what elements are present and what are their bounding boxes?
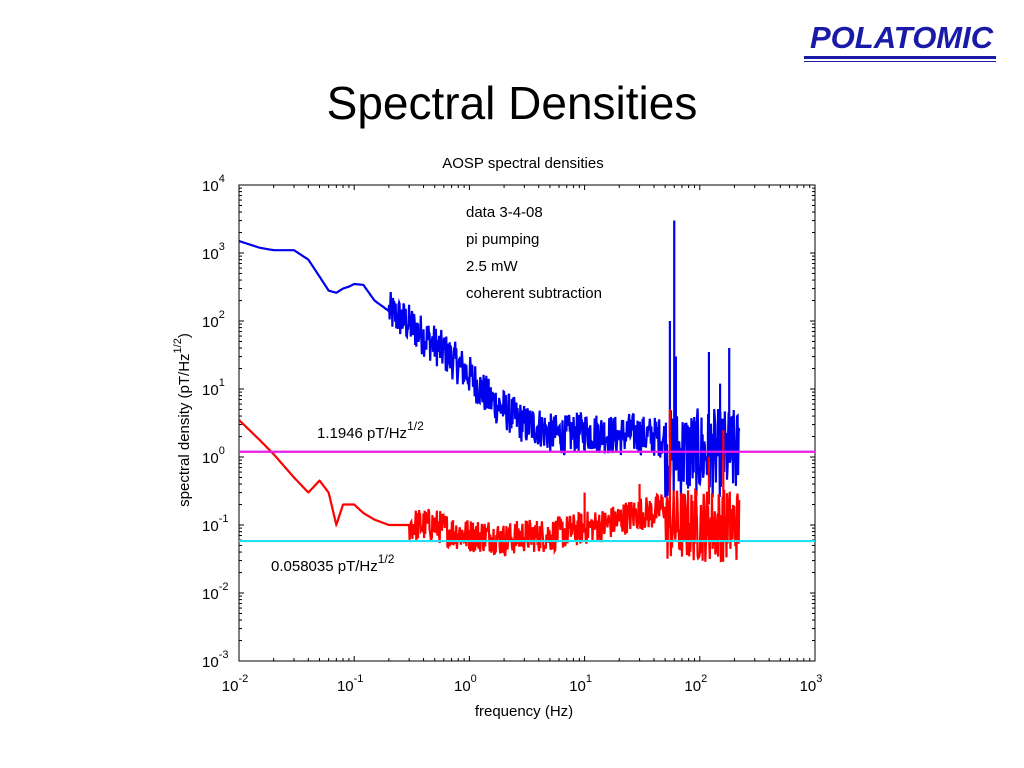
magenta-line-label-sup: 1/2 (407, 419, 424, 433)
x-tick-label: 101 (569, 673, 592, 695)
x-tick-label: 103 (800, 673, 823, 695)
series-layer (239, 220, 741, 563)
x-tick-label: 100 (454, 673, 477, 695)
annotation-power: 2.5 mW (466, 258, 519, 275)
y-tick-label: 100 (202, 445, 225, 467)
svg-text:spectral density (pT/Hz1/2): spectral density (pT/Hz1/2) (172, 333, 193, 507)
x-tick-label: 10-1 (337, 673, 363, 695)
y-tick-label: 10-2 (202, 581, 228, 603)
y-axis-label: spectral density (pT/Hz (176, 353, 193, 506)
x-tick-label: 10-2 (222, 673, 248, 695)
y-axis-label-sup: 1/2 (172, 338, 184, 353)
annotation-pumping: pi pumping (466, 231, 539, 248)
magenta-line-label: 1.1946 pT/Hz1/2 (317, 419, 424, 442)
y-tick-label: 101 (202, 377, 225, 399)
y-tick-label: 102 (202, 309, 225, 331)
cyan-line-label-sup: 1/2 (378, 552, 395, 566)
magenta-line-label-text: 1.1946 pT/Hz (317, 425, 407, 442)
axis-ticks (238, 185, 815, 662)
annotation-method: coherent subtraction (466, 285, 602, 302)
x-tick-label: 102 (684, 673, 707, 695)
annotation-date: data 3-4-08 (466, 204, 543, 221)
reference-lines (239, 450, 815, 543)
polatomic-logo: POLATOMIC (804, 20, 996, 62)
tick-labels: 10-2 10-1 100 101 102 10310-310-210-110010110… (202, 173, 822, 695)
logo-underline-thin (804, 61, 996, 62)
y-axis-label-close: ) (176, 333, 193, 338)
slide-title: Spectral Densities (326, 77, 698, 129)
y-axis-label-group: spectral density (pT/Hz1/2) (172, 333, 193, 507)
plot-area-frame (238, 184, 816, 662)
y-tick-label: 10-1 (202, 513, 228, 535)
cyan-line-label: 0.058035 pT/Hz1/2 (271, 552, 395, 575)
y-tick-label: 10-3 (202, 649, 228, 671)
y-tick-label: 104 (202, 173, 225, 195)
series-line-1 (239, 419, 741, 563)
chart-title: AOSP spectral densities (442, 155, 603, 172)
series-line-0 (239, 239, 741, 498)
cyan-line-label-text: 0.058035 pT/Hz (271, 558, 378, 575)
x-axis-label: frequency (Hz) (475, 703, 573, 720)
logo-underline (804, 56, 996, 59)
logo-text: POLATOMIC (810, 20, 994, 55)
y-tick-label: 103 (202, 241, 225, 263)
